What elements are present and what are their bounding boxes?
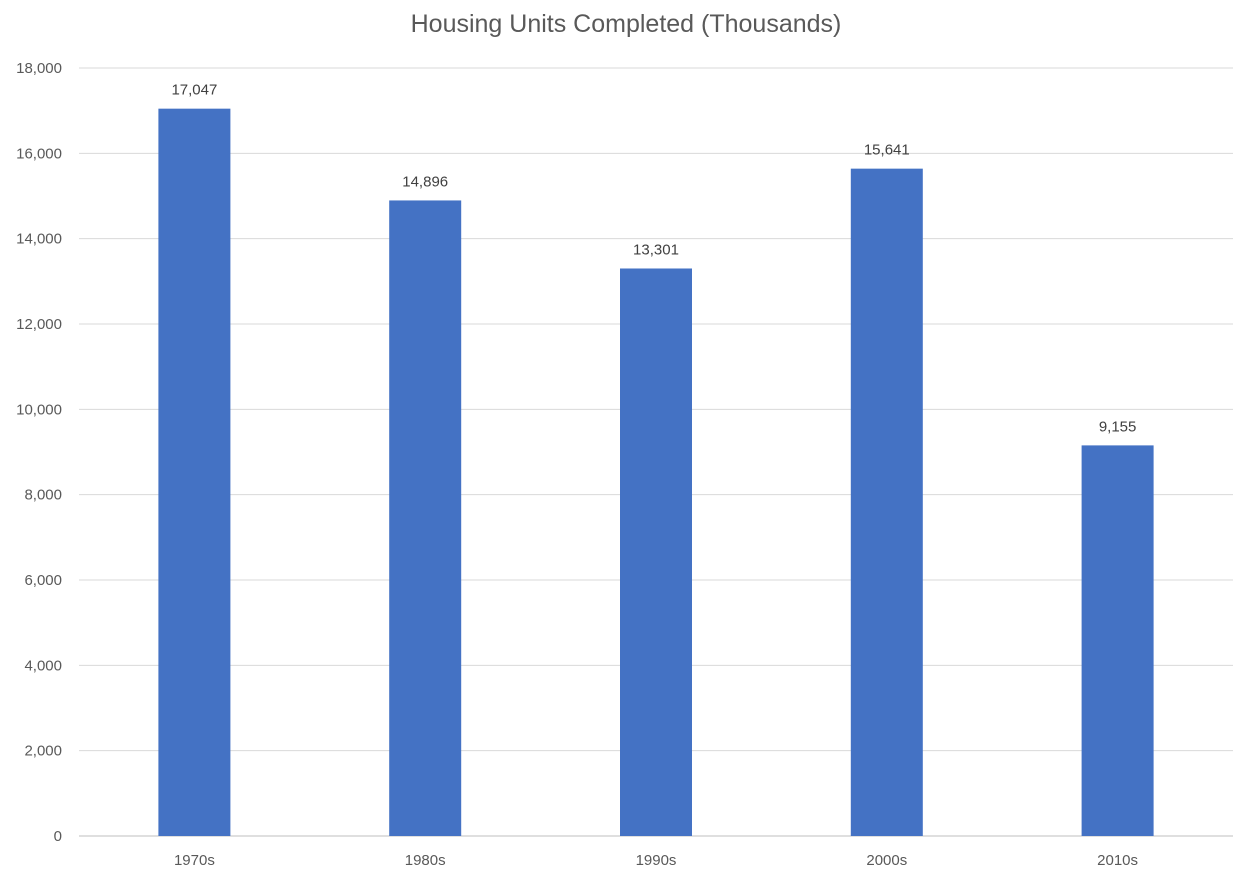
y-tick-label: 10,000 bbox=[16, 401, 62, 418]
y-tick-label: 0 bbox=[54, 828, 62, 845]
bar-2000s bbox=[850, 168, 923, 837]
data-label: 13,301 bbox=[633, 241, 679, 258]
x-tick-label: 2010s bbox=[1097, 852, 1138, 869]
x-tick-label: 2000s bbox=[866, 852, 907, 869]
y-tick-label: 12,000 bbox=[16, 316, 62, 333]
data-label: 14,896 bbox=[402, 173, 448, 190]
bar-1970s bbox=[158, 108, 231, 837]
data-label: 17,047 bbox=[171, 82, 217, 99]
y-tick-label: 14,000 bbox=[16, 231, 62, 248]
y-tick-label: 16,000 bbox=[16, 145, 62, 162]
y-tick-label: 4,000 bbox=[24, 657, 62, 674]
y-tick-label: 2,000 bbox=[24, 743, 62, 760]
y-tick-label: 6,000 bbox=[24, 572, 62, 589]
bar-1980s bbox=[389, 200, 462, 837]
x-tick-label: 1990s bbox=[636, 852, 677, 869]
y-tick-label: 8,000 bbox=[24, 487, 62, 504]
x-tick-label: 1970s bbox=[174, 852, 215, 869]
data-label: 9,155 bbox=[1099, 418, 1137, 435]
x-tick-label: 1980s bbox=[405, 852, 446, 869]
chart-title: Housing Units Completed (Thousands) bbox=[410, 10, 842, 38]
bar-1990s bbox=[620, 268, 692, 836]
data-label: 15,641 bbox=[864, 142, 910, 159]
y-tick-label: 18,000 bbox=[16, 60, 62, 77]
bar-2010s bbox=[1081, 445, 1154, 836]
